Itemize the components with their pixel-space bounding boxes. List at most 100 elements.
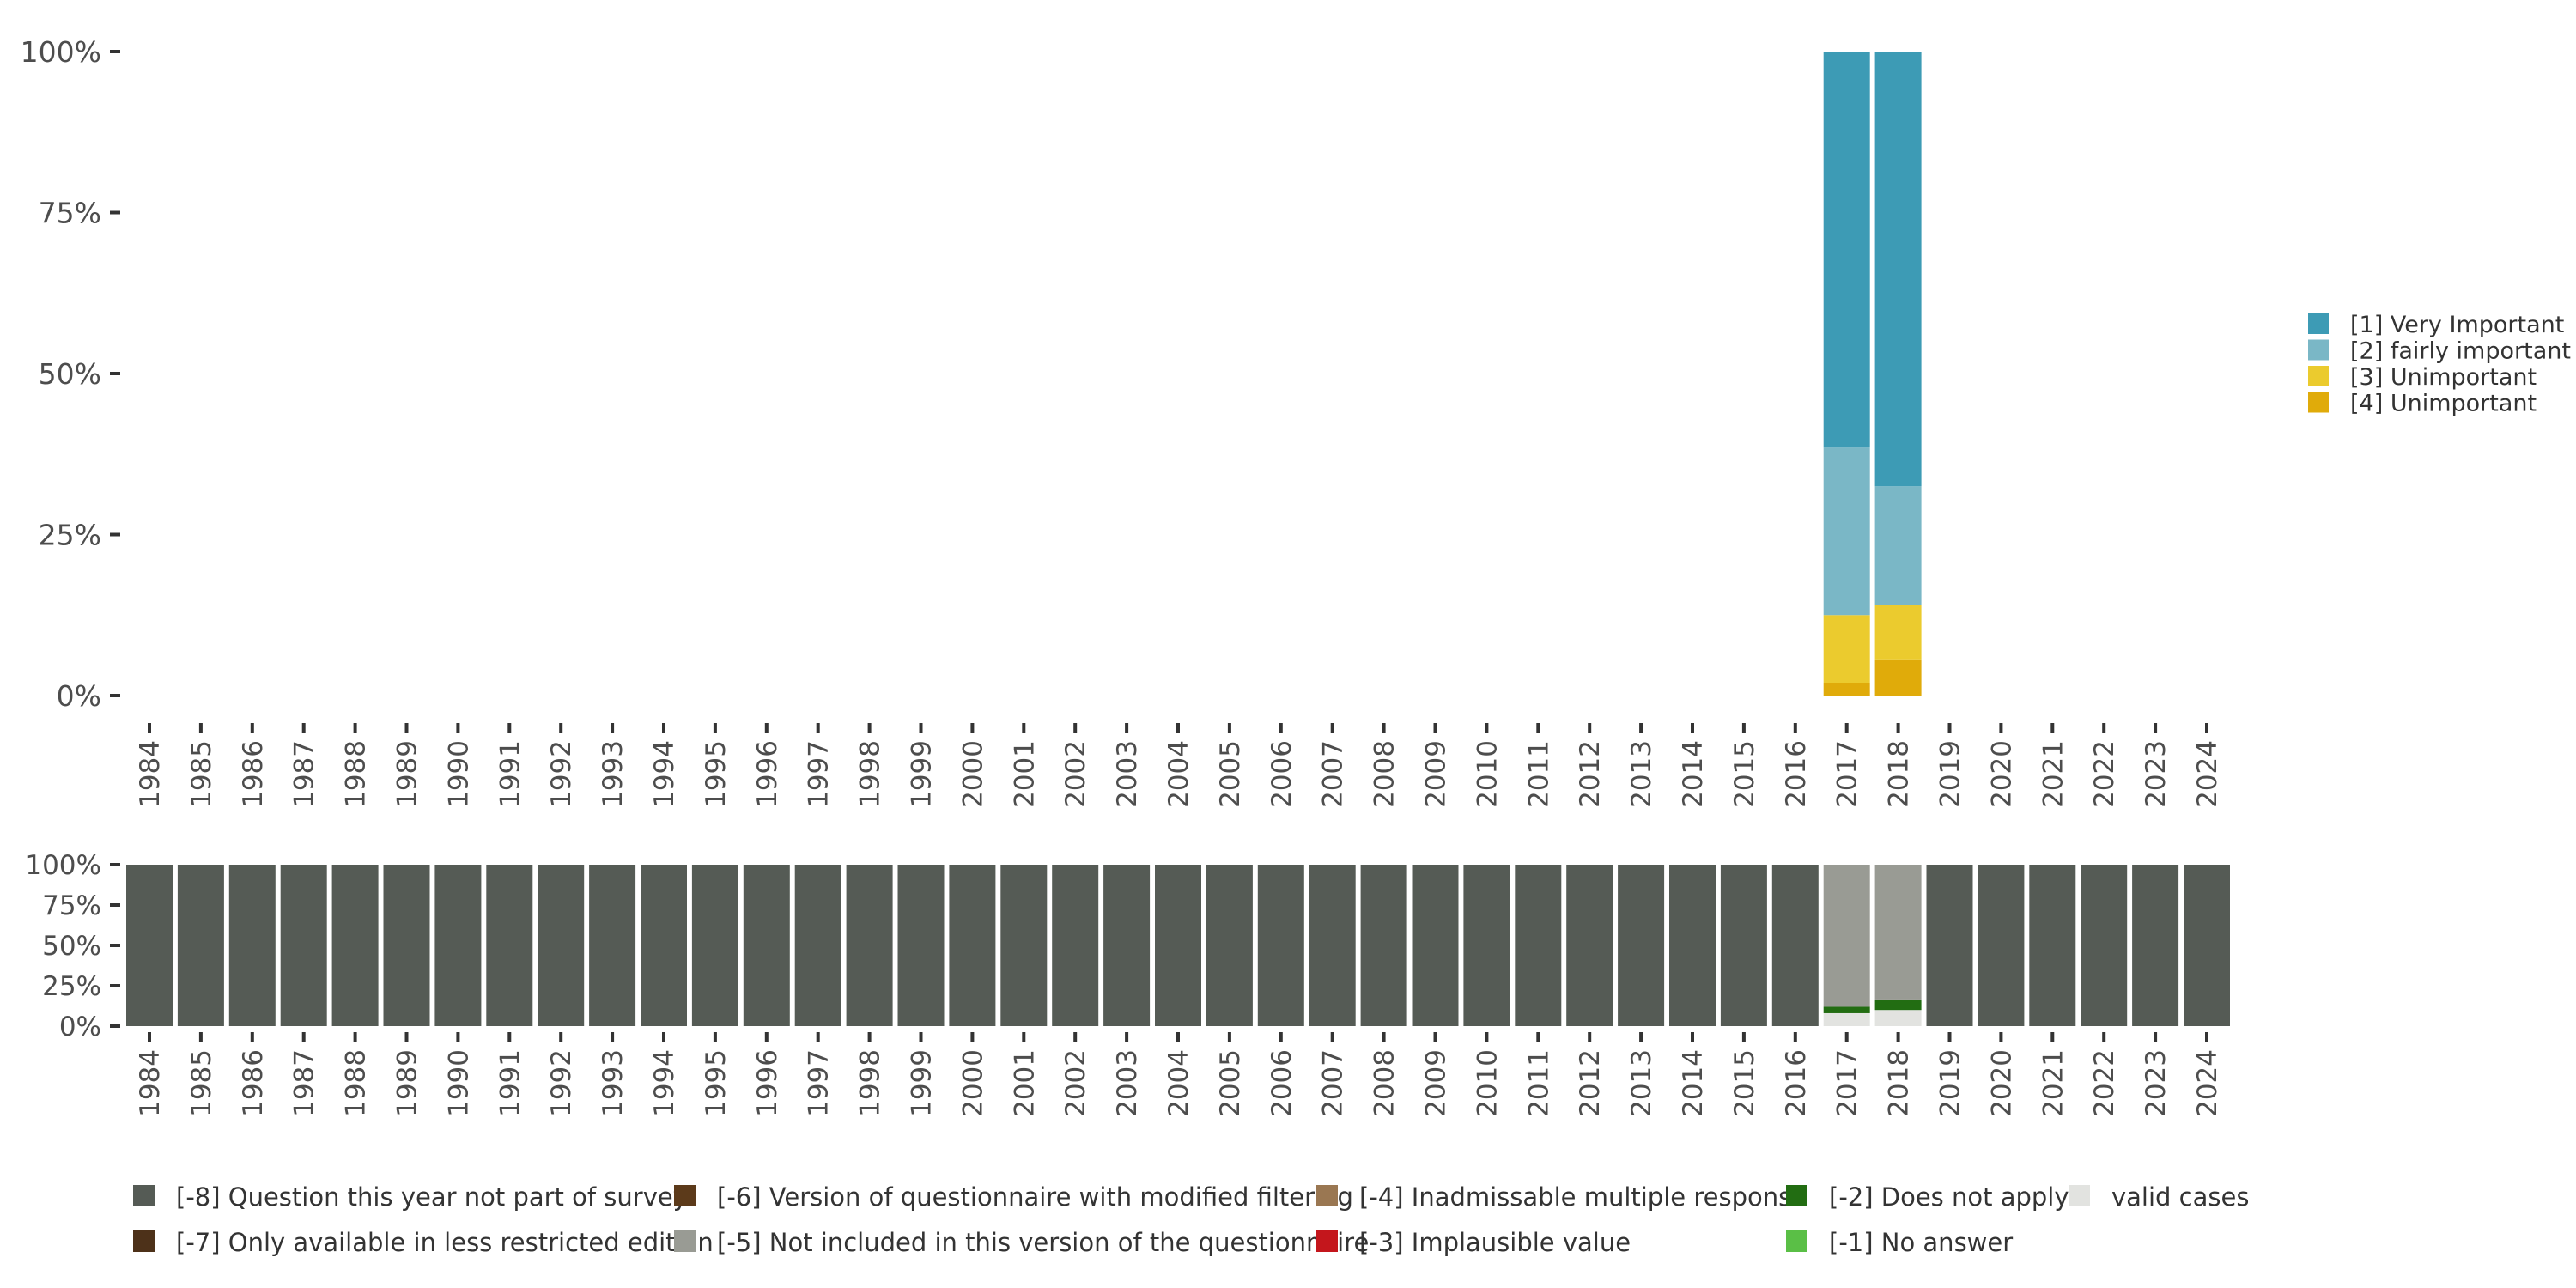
bottom-bar-2011 [1515, 865, 1562, 1026]
top-x-tick-label: 1986 [238, 740, 269, 808]
top-x-tick-label: 2022 [2089, 740, 2120, 808]
bottom-x-tick-label: 2004 [1163, 1049, 1194, 1117]
top-x-tick-label: 2013 [1626, 740, 1657, 808]
bottom-x-tick-label: 2001 [1009, 1049, 1040, 1117]
top-bar-2017 [1823, 447, 1870, 616]
bottom-bar-2018 [1874, 999, 1922, 1011]
bottom-bar-2010 [1463, 865, 1510, 1026]
legend-swatch [133, 1185, 155, 1206]
top-x-tick-label: 2002 [1060, 740, 1091, 808]
bottom-bar-1998 [846, 865, 893, 1026]
bottom-bar-2018 [1874, 865, 1922, 1000]
bottom-bar-1985 [177, 865, 224, 1026]
bottom-x-tick-label: 2021 [2038, 1049, 2069, 1117]
bottom-x-tick-label: 2014 [1678, 1049, 1709, 1117]
top-x-tick-label: 2024 [2192, 740, 2223, 808]
bottom-x-tick-label: 2019 [1935, 1049, 1966, 1117]
top-x-tick-label: 1989 [392, 740, 423, 808]
legend-label: [2] fairly important [2350, 338, 2571, 365]
bottom-x-tick-label: 2015 [1729, 1049, 1760, 1117]
bottom-bar-2017 [1823, 1006, 1870, 1013]
top-x-tick-label: 2011 [1523, 740, 1554, 808]
top-x-tick-label: 1999 [907, 740, 938, 808]
top-x-tick-label: 2015 [1729, 740, 1760, 808]
top-bar-2018 [1874, 52, 1922, 487]
bottom-x-tick-label: 2024 [2192, 1049, 2223, 1117]
bottom-bar-2000 [949, 865, 996, 1026]
bottom-bar-2017 [1823, 1012, 1870, 1026]
bottom-bar-1992 [538, 865, 585, 1026]
bottom-bar-2014 [1669, 865, 1716, 1026]
top-x-tick-label: 2005 [1215, 740, 1246, 808]
top-x-tick-label: 2008 [1370, 740, 1400, 808]
top-x-tick-label: 1996 [752, 740, 783, 808]
legend-swatch [2308, 339, 2329, 361]
top-x-tick-label: 2010 [1472, 740, 1503, 808]
bottom-bar-1988 [331, 865, 379, 1026]
bottom-x-tick-label: 2007 [1318, 1049, 1349, 1117]
top-x-tick-label: 1991 [495, 740, 526, 808]
bottom-bar-2023 [2132, 865, 2179, 1026]
bottom-x-tick-label: 2011 [1523, 1049, 1554, 1117]
bottom-bar-1996 [743, 865, 790, 1026]
bottom-x-tick-label: 1996 [752, 1049, 783, 1117]
bottom-y-tick-label: 50% [42, 931, 101, 962]
bottom-bar-2015 [1720, 865, 1767, 1026]
bottom-x-tick-label: 1995 [701, 1049, 732, 1117]
top-bar-2017 [1823, 615, 1870, 683]
top-x-tick-label: 2021 [2038, 740, 2069, 808]
top-bar-2018 [1874, 486, 1922, 605]
bottom-bar-1984 [126, 865, 173, 1026]
bottom-x-tick-label: 2012 [1575, 1049, 1606, 1117]
bottom-x-tick-label: 1999 [907, 1049, 938, 1117]
legend-swatch [2308, 313, 2329, 334]
bottom-x-tick-label: 2023 [2141, 1049, 2172, 1117]
bottom-y-tick-label: 25% [42, 971, 101, 1002]
top-x-tick-label: 2018 [1884, 740, 1915, 808]
bottom-x-tick-label: 2000 [957, 1049, 988, 1117]
top-x-tick-label: 1993 [598, 740, 629, 808]
top-x-tick-label: 2016 [1781, 740, 1812, 808]
legend-label: [4] Unimportant [2350, 391, 2537, 417]
bottom-y-tick-label: 100% [25, 850, 101, 881]
bottom-x-tick-label: 1998 [855, 1049, 886, 1117]
bottom-y-tick-label: 75% [42, 890, 101, 921]
bottom-bar-2005 [1206, 865, 1253, 1026]
top-x-tick-label: 2014 [1678, 740, 1709, 808]
top-bar-2017 [1823, 683, 1870, 696]
top-x-tick-label: 1990 [443, 740, 474, 808]
top-chart: 0% 25% 50% 75% 100% 1984 1985 1986 1987 1988 1989 1… [21, 35, 2223, 808]
bottom-x-tick-label: 2018 [1884, 1049, 1915, 1117]
bottom-bar-1997 [794, 865, 841, 1026]
top-x-tick-label: 1995 [701, 740, 732, 808]
bottom-x-tick-label: 2008 [1370, 1049, 1400, 1117]
bottom-x-tick-label: 2005 [1215, 1049, 1246, 1117]
legend-swatch [674, 1185, 696, 1206]
top-x-tick-label: 2006 [1267, 740, 1297, 808]
bottom-bar-1995 [691, 865, 738, 1026]
bottom-bar-1986 [228, 865, 276, 1026]
bottom-bar-2013 [1618, 865, 1665, 1026]
legend-label: [3] Unimportant [2350, 364, 2537, 391]
bottom-x-tick-label: 1992 [546, 1049, 577, 1117]
bottom-legend: [-8] Question this year not part of surv… [133, 1182, 2249, 1257]
bottom-bar-2020 [1978, 865, 2025, 1026]
legend-label: [-1] No answer [1829, 1228, 2013, 1257]
top-x-tick-label: 2003 [1112, 740, 1143, 808]
legend-swatch [2069, 1185, 2090, 1206]
bottom-x-tick-label: 1988 [341, 1049, 372, 1117]
legend-swatch [133, 1230, 155, 1252]
bottom-bar-2001 [1000, 865, 1048, 1026]
top-x-tick-label: 2007 [1318, 740, 1349, 808]
top-bar-2018 [1874, 659, 1922, 696]
top-x-tick-label: 2019 [1935, 740, 1966, 808]
bottom-bar-1993 [589, 865, 636, 1026]
legend-swatch [1316, 1230, 1338, 1252]
bottom-x-tick-label: 1991 [495, 1049, 526, 1117]
legend-label: [-8] Question this year not part of surv… [176, 1182, 688, 1212]
top-x-tick-label: 2017 [1832, 740, 1863, 808]
bottom-bar-1987 [280, 865, 327, 1026]
bottom-bar-1991 [486, 865, 533, 1026]
legend-swatch [1786, 1230, 1807, 1252]
